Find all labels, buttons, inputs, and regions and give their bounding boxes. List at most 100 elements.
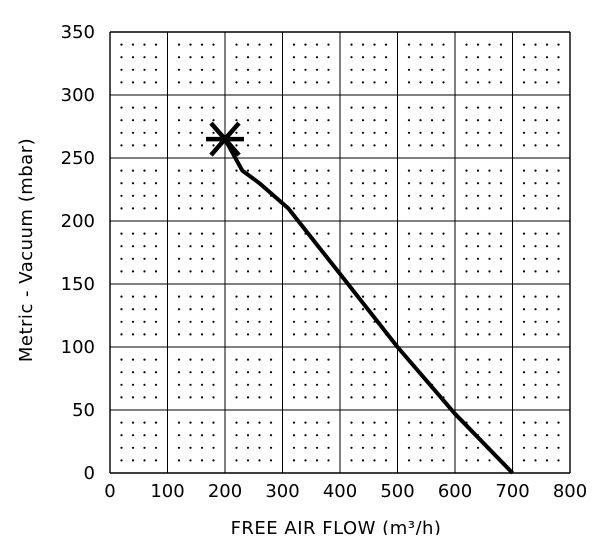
grid-dot: [246, 308, 250, 311]
grid-dot: [534, 68, 537, 71]
grid-dot: [488, 459, 491, 462]
x-tick-label: 600: [438, 481, 472, 502]
grid-dot: [419, 56, 422, 59]
grid-dot: [327, 371, 330, 374]
grid-dot: [200, 383, 204, 386]
grid-dot: [545, 245, 549, 248]
grid-dot: [235, 270, 238, 273]
grid-dot: [407, 43, 411, 46]
grid-dot: [200, 421, 204, 424]
grid-dot: [258, 396, 261, 399]
grid-dot: [384, 320, 388, 323]
grid-dot: [120, 144, 123, 147]
grid-dot: [189, 383, 192, 386]
grid-dot: [534, 119, 537, 122]
grid-dot: [384, 232, 388, 235]
grid-dot: [373, 81, 376, 84]
grid-dot: [246, 56, 250, 59]
grid-dot: [476, 421, 480, 424]
grid-dot: [235, 383, 238, 386]
grid-dot: [292, 144, 296, 147]
grid-dot: [545, 119, 549, 122]
grid-dot: [499, 396, 503, 399]
grid-dot: [269, 182, 273, 185]
grid-dot: [189, 295, 192, 298]
grid-dot: [131, 270, 135, 273]
grid-dot: [177, 144, 181, 147]
grid-dot: [269, 119, 273, 122]
grid-dot: [488, 257, 491, 260]
grid-dot: [246, 194, 250, 197]
grid-dot: [269, 383, 273, 386]
grid-dot: [315, 131, 319, 134]
grid-dot: [120, 119, 123, 122]
y-tick-label: 0: [84, 463, 95, 484]
grid-dot: [120, 270, 123, 273]
grid-dot: [269, 257, 273, 260]
grid-dot: [419, 270, 422, 273]
grid-dot: [545, 434, 549, 437]
grid-dot: [327, 144, 330, 147]
grid-dot: [373, 270, 376, 273]
grid-dot: [361, 245, 365, 248]
grid-dot: [442, 56, 445, 59]
grid-dot: [350, 270, 353, 273]
x-tick-label: 200: [208, 481, 242, 502]
grid-dot: [522, 232, 526, 235]
grid-dot: [292, 43, 296, 46]
grid-dot: [557, 446, 560, 449]
grid-dot: [327, 446, 330, 449]
grid-dot: [315, 169, 319, 172]
grid-dot: [534, 308, 537, 311]
grid-dot: [522, 333, 526, 336]
grid-dot: [522, 320, 526, 323]
grid-dot: [419, 434, 422, 437]
grid-dot: [131, 169, 135, 172]
grid-dot: [327, 194, 330, 197]
grid-dot: [557, 68, 560, 71]
grid-dot: [545, 295, 549, 298]
grid-dot: [557, 144, 560, 147]
grid-dot: [430, 371, 434, 374]
grid-dot: [154, 295, 158, 298]
grid-dot: [350, 207, 353, 210]
y-tick-label: 250: [61, 148, 95, 169]
grid-dot: [246, 245, 250, 248]
grid-dot: [189, 333, 192, 336]
grid-dot: [534, 295, 537, 298]
grid-dot: [212, 182, 215, 185]
grid-dot: [246, 257, 250, 260]
grid-dot: [407, 182, 411, 185]
grid-dot: [143, 257, 146, 260]
grid-dot: [258, 270, 261, 273]
grid-dot: [212, 396, 215, 399]
grid-dot: [557, 194, 560, 197]
grid-dot: [361, 333, 365, 336]
grid-dot: [200, 396, 204, 399]
grid-dot: [557, 182, 560, 185]
grid-dot: [154, 446, 158, 449]
grid-dot: [465, 320, 468, 323]
grid-dot: [304, 106, 307, 109]
grid-dot: [407, 81, 411, 84]
grid-dot: [476, 232, 480, 235]
grid-dot: [522, 383, 526, 386]
grid-dot: [488, 383, 491, 386]
grid-dot: [476, 194, 480, 197]
grid-dot: [534, 320, 537, 323]
grid-dot: [212, 308, 215, 311]
grid-dot: [258, 106, 261, 109]
grid-dot: [235, 295, 238, 298]
grid-dot: [384, 358, 388, 361]
grid-dot: [120, 68, 123, 71]
grid-dot: [258, 308, 261, 311]
grid-dot: [235, 68, 238, 71]
grid-dot: [315, 56, 319, 59]
grid-dot: [488, 194, 491, 197]
grid-dot: [522, 182, 526, 185]
x-tick-label: 100: [150, 481, 184, 502]
grid-dot: [315, 194, 319, 197]
grid-dot: [143, 320, 146, 323]
grid-dot: [235, 245, 238, 248]
grid-dot: [557, 383, 560, 386]
